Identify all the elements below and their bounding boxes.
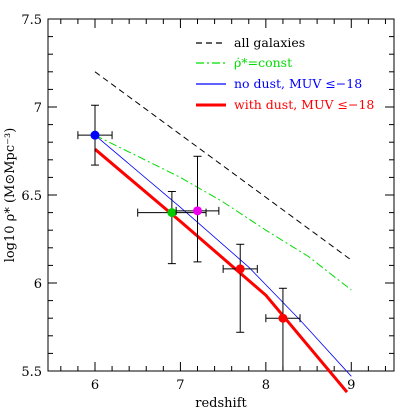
legend-label: no dust, MUV ≤−18 [234,76,362,91]
x-tick-label: 6 [91,378,99,393]
data-point [167,208,177,218]
y-tick-label: 7 [34,101,42,116]
legend-label: all galaxies [234,35,305,50]
legend-label: with dust, MUV ≤−18 [234,97,374,112]
x-tick-label: 7 [176,378,184,393]
legend-label: ρ̇*=const [234,55,292,70]
y-tick-label: 6.5 [21,189,42,204]
series-lines [94,71,352,394]
series-line [94,134,352,291]
data-point [278,313,288,323]
legend: all galaxies ρ̇*=const no dust, MUV ≤−18 wi… [196,35,374,112]
data-point [90,130,100,140]
x-tick-label: 8 [262,378,270,393]
y-tick-label: 7.5 [21,13,42,28]
data-point [193,206,203,216]
x-axis-title: redshift [195,396,247,411]
y-tick-label: 6 [34,277,42,292]
y-tick-label: 5.5 [21,365,42,380]
series-line [94,148,349,394]
series-line [94,71,352,261]
x-tick-label: 9 [347,378,355,393]
data-point [235,264,245,274]
y-axis-title: log10 ρ* (M⊙Mpc⁻³) [3,128,18,263]
axis-ticks: 6 7 8 9 5.5 6 6.5 7 7.5 [21,13,394,393]
series-line [94,134,352,377]
data-points [77,104,301,372]
plot-frame [47,18,395,372]
